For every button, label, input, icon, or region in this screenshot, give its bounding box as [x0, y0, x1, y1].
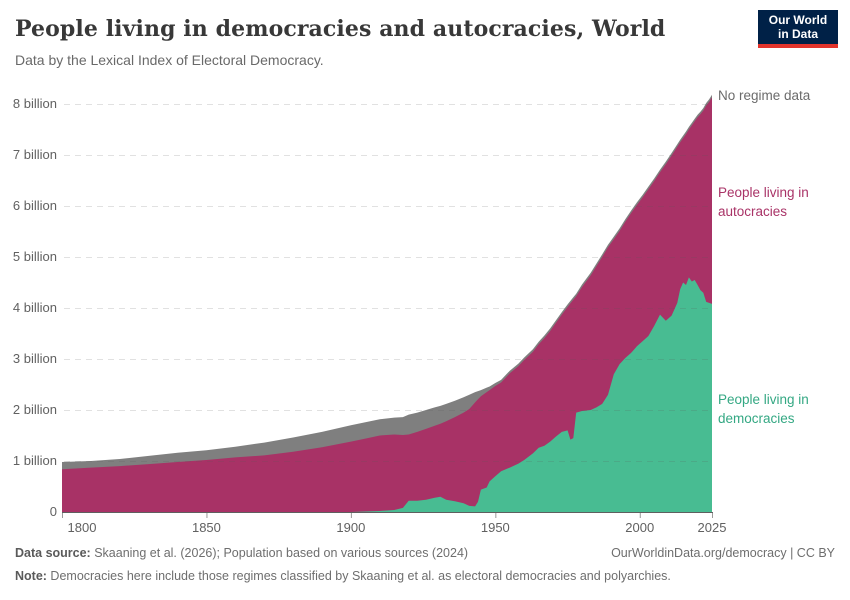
y-axis-label: 5 billion	[12, 249, 57, 264]
x-axis-label: 1850	[191, 520, 221, 535]
chart-subtitle: Data by the Lexical Index of Electoral D…	[15, 52, 324, 68]
y-axis-label: 0	[49, 504, 57, 519]
footer-note-text: Democracies here include those regimes c…	[46, 569, 671, 583]
y-axis-label: 8 billion	[12, 96, 57, 111]
x-axis-label: 1800	[67, 520, 97, 535]
page-title: People living in democracies and autocra…	[15, 16, 666, 42]
footer-license: OurWorldinData.org/democracy | CC BY	[611, 546, 835, 560]
footer-note-label: Note:	[15, 569, 47, 583]
x-axis-label: 2025	[697, 520, 727, 535]
area-autocracies	[62, 97, 712, 513]
footer-source: Data source: Skaaning et al. (2026); Pop…	[15, 546, 835, 560]
x-axis-label: 1900	[336, 520, 366, 535]
x-axis-label: 1950	[480, 520, 510, 535]
label-autocracies: People living in autocracies	[718, 185, 809, 219]
footer-note: Note: Democracies here include those reg…	[15, 569, 835, 583]
area-democracies	[62, 277, 712, 512]
y-axis-label: 3 billion	[12, 351, 57, 366]
label-no-regime-data: No regime data	[718, 88, 811, 103]
y-axis-label: 1 billion	[12, 453, 57, 468]
owid-logo-line2: in Data	[777, 26, 818, 41]
footer-source-label: Data source:	[15, 546, 91, 560]
owid-logo: Our World in Data	[758, 10, 838, 48]
y-axis-label: 4 billion	[12, 300, 57, 315]
y-axis-label: 6 billion	[12, 198, 57, 213]
owid-logo-line1: Our World	[768, 13, 828, 27]
x-axis-label: 2000	[625, 520, 655, 535]
y-axis-label: 7 billion	[12, 147, 57, 162]
footer-source-text: Skaaning et al. (2026); Population based…	[90, 546, 469, 560]
y-axis-label: 2 billion	[12, 402, 57, 417]
label-democracies: People living in democracies	[718, 392, 809, 426]
